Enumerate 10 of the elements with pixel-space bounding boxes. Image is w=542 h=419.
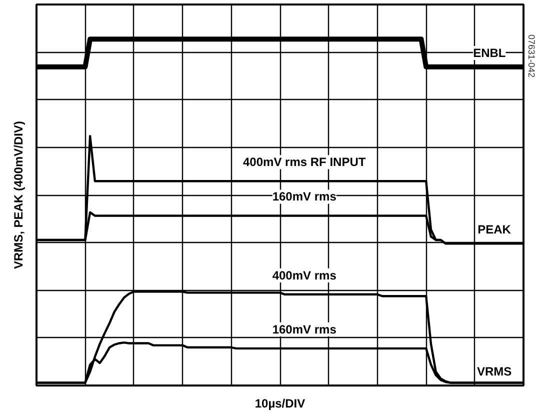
series-label: 160mV rms xyxy=(272,322,337,336)
series-label: 400mV rms xyxy=(272,268,337,282)
y-axis-title: VRMS, PEAK (400mV/DIV) xyxy=(12,120,26,270)
annotation: VRMS xyxy=(476,364,512,379)
text: 07631-042 xyxy=(526,34,536,78)
series-label: 400mV rms RF INPUT xyxy=(242,155,366,170)
annotation: PEAK xyxy=(478,222,512,237)
series-label: ENBL xyxy=(473,46,506,60)
x-axis-title: 10µs/DIV xyxy=(254,396,306,410)
series-label: 160mV rms xyxy=(272,190,337,204)
